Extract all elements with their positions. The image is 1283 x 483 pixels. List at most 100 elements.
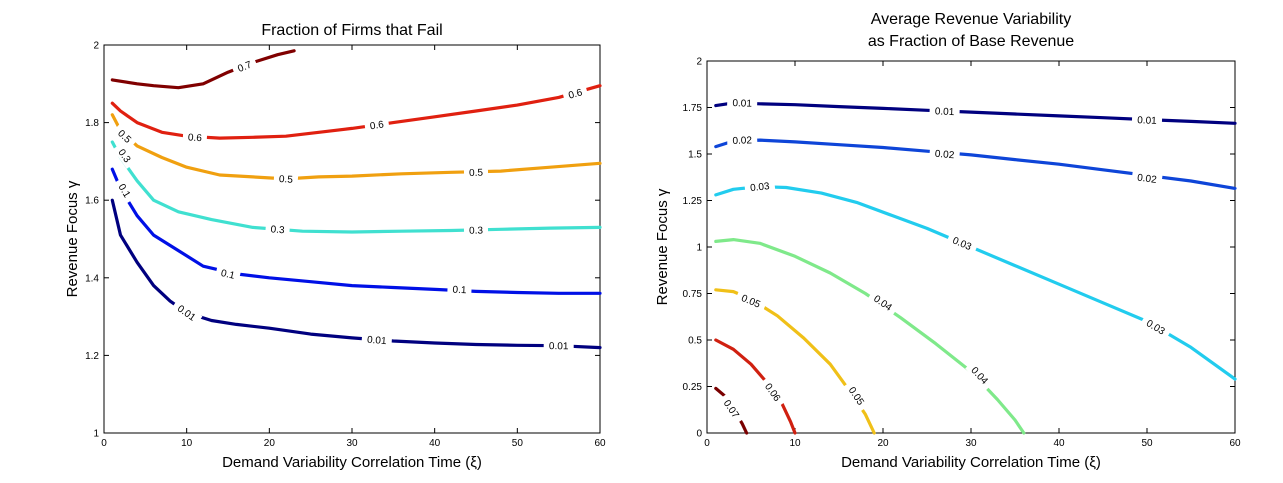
contour-label-bg xyxy=(744,179,776,195)
contour-label-0-01: 0.01 xyxy=(929,104,960,118)
contour-label-text: 0.6 xyxy=(567,87,584,101)
contour-label-text: 0.02 xyxy=(732,135,752,147)
y-tick-label: 2 xyxy=(93,41,99,52)
contour-label-text: 0.01 xyxy=(732,98,752,110)
y-tick-label: 0.25 xyxy=(683,382,703,393)
y-tick-label: 1.5 xyxy=(688,150,702,161)
y-tick-label: 0 xyxy=(696,429,702,440)
contour-label-bg xyxy=(182,130,208,145)
contour-label-text: 0.5 xyxy=(279,174,294,186)
contour-label-text: 0.01 xyxy=(1137,115,1157,127)
x-tick-label: 40 xyxy=(429,438,441,449)
contour-label-bg xyxy=(759,376,787,408)
x-tick-label: 30 xyxy=(965,438,977,449)
y-tick-label: 1.2 xyxy=(85,351,99,362)
contour-label-bg xyxy=(463,223,489,237)
contour-label-bg xyxy=(726,96,758,110)
contour-label-0-6: 0.6 xyxy=(562,84,589,103)
contour-label-bg xyxy=(231,56,258,77)
x-tick-label: 0 xyxy=(101,438,107,449)
y-tick-label: 1.8 xyxy=(85,118,99,129)
contour-label-text: 0.5 xyxy=(469,168,484,179)
contour-label-0-01: 0.01 xyxy=(361,332,393,348)
x-axis-label: Demand Variability Correlation Time (ξ) xyxy=(222,454,482,471)
contour-label-0-1: 0.1 xyxy=(214,265,242,283)
contour-label-0-7: 0.7 xyxy=(231,56,258,77)
x-tick-label: 20 xyxy=(264,438,276,449)
contour-label-text: 0.01 xyxy=(935,106,955,118)
contour-label-0-1: 0.1 xyxy=(447,282,472,296)
y-tick-label: 1 xyxy=(93,429,99,440)
x-tick-label: 50 xyxy=(1141,438,1153,449)
contour-label-bg xyxy=(111,123,138,149)
contour-label-0-6: 0.6 xyxy=(364,117,390,133)
contour-label-0-01: 0.01 xyxy=(1131,113,1163,127)
x-tick-label: 50 xyxy=(512,438,524,449)
contour-label-bg xyxy=(1131,113,1163,127)
contour-label-text: 0.3 xyxy=(469,225,484,236)
contour-label-0-5: 0.5 xyxy=(273,172,299,186)
chart-average-revenue-variability: Average Revenue Variability as Fraction o… xyxy=(654,11,1241,471)
contour-label-text: 0.01 xyxy=(549,341,569,352)
chart-title: Fraction of Firms that Fail xyxy=(261,22,442,39)
contour-label-bg xyxy=(1131,170,1163,187)
y-tick-label: 1.4 xyxy=(85,273,99,284)
contour-label-bg xyxy=(965,360,995,391)
contour-label-bg xyxy=(364,117,390,133)
x-tick-label: 0 xyxy=(704,438,710,449)
y-tick-label: 0.5 xyxy=(688,336,702,347)
contour-line-0-01 xyxy=(110,198,602,350)
contour-label-text: 0.01 xyxy=(367,335,388,347)
contour-label-bg xyxy=(543,339,574,352)
y-tick-label: 1 xyxy=(696,243,702,254)
y-tick-label: 1.75 xyxy=(683,103,703,114)
contour-label-0-02: 0.02 xyxy=(1131,170,1163,187)
x-tick-label: 30 xyxy=(346,438,358,449)
y-tick-label: 0.75 xyxy=(683,289,703,300)
y-axis-label: Revenue Focus γ xyxy=(654,188,671,305)
contour-label-text: 0.3 xyxy=(270,224,285,236)
contour-label-text: 0.02 xyxy=(934,149,955,162)
contour-label-0-02: 0.02 xyxy=(726,133,758,147)
contour-label-bg xyxy=(929,146,961,162)
y-tick-label: 1.6 xyxy=(85,196,99,207)
contour-label-bg xyxy=(867,289,899,317)
contour-label-bg xyxy=(361,332,393,348)
contour-label-0-5: 0.5 xyxy=(463,166,489,179)
contour-label-bg xyxy=(113,177,137,204)
contour-label-bg xyxy=(726,133,758,147)
contour-label-bg xyxy=(843,380,870,412)
x-tick-label: 40 xyxy=(1053,438,1065,449)
contour-label-text: 0.03 xyxy=(750,181,771,194)
contour-label-text: 0.6 xyxy=(188,132,203,144)
contour-label-bg xyxy=(265,222,291,237)
contour-label-bg xyxy=(112,142,137,169)
contour-label-bg xyxy=(734,289,768,313)
contour-label-bg xyxy=(170,299,203,327)
chart-title: Average Revenue Variability xyxy=(871,11,1071,28)
contour-label-0-3: 0.3 xyxy=(463,223,489,237)
y-axis-label: Revenue Focus γ xyxy=(64,180,81,297)
contour-label-0-3: 0.3 xyxy=(265,222,291,237)
y-tick-label: 1.25 xyxy=(683,196,703,207)
contour-label-0-01: 0.01 xyxy=(543,339,574,352)
x-tick-label: 20 xyxy=(877,438,889,449)
chart-fraction-of-firms-that-fail: Fraction of Firms that Fail 0 10 20 30 40 50 60… xyxy=(64,22,606,471)
contour-label-bg xyxy=(1139,314,1172,340)
contour-line-0-1 xyxy=(110,167,602,295)
contour-label-bg xyxy=(463,166,489,179)
plot-area xyxy=(103,44,601,434)
contour-label-text: 0.6 xyxy=(369,119,385,132)
contour-line-0-6 xyxy=(110,84,602,140)
x-axis-label: Demand Variability Correlation Time (ξ) xyxy=(841,454,1101,471)
contour-label-bg xyxy=(214,265,242,283)
contour-label-0-01: 0.01 xyxy=(726,96,758,110)
y-tick-label: 2 xyxy=(696,57,702,68)
contour-label-bg xyxy=(946,231,979,255)
x-tick-label: 60 xyxy=(594,438,606,449)
contour-label-text: 0.1 xyxy=(220,268,236,282)
contour-label-bg xyxy=(273,172,299,186)
contour-label-bg xyxy=(929,104,960,118)
contour-label-bg xyxy=(718,393,745,425)
x-tick-label: 60 xyxy=(1229,438,1241,449)
